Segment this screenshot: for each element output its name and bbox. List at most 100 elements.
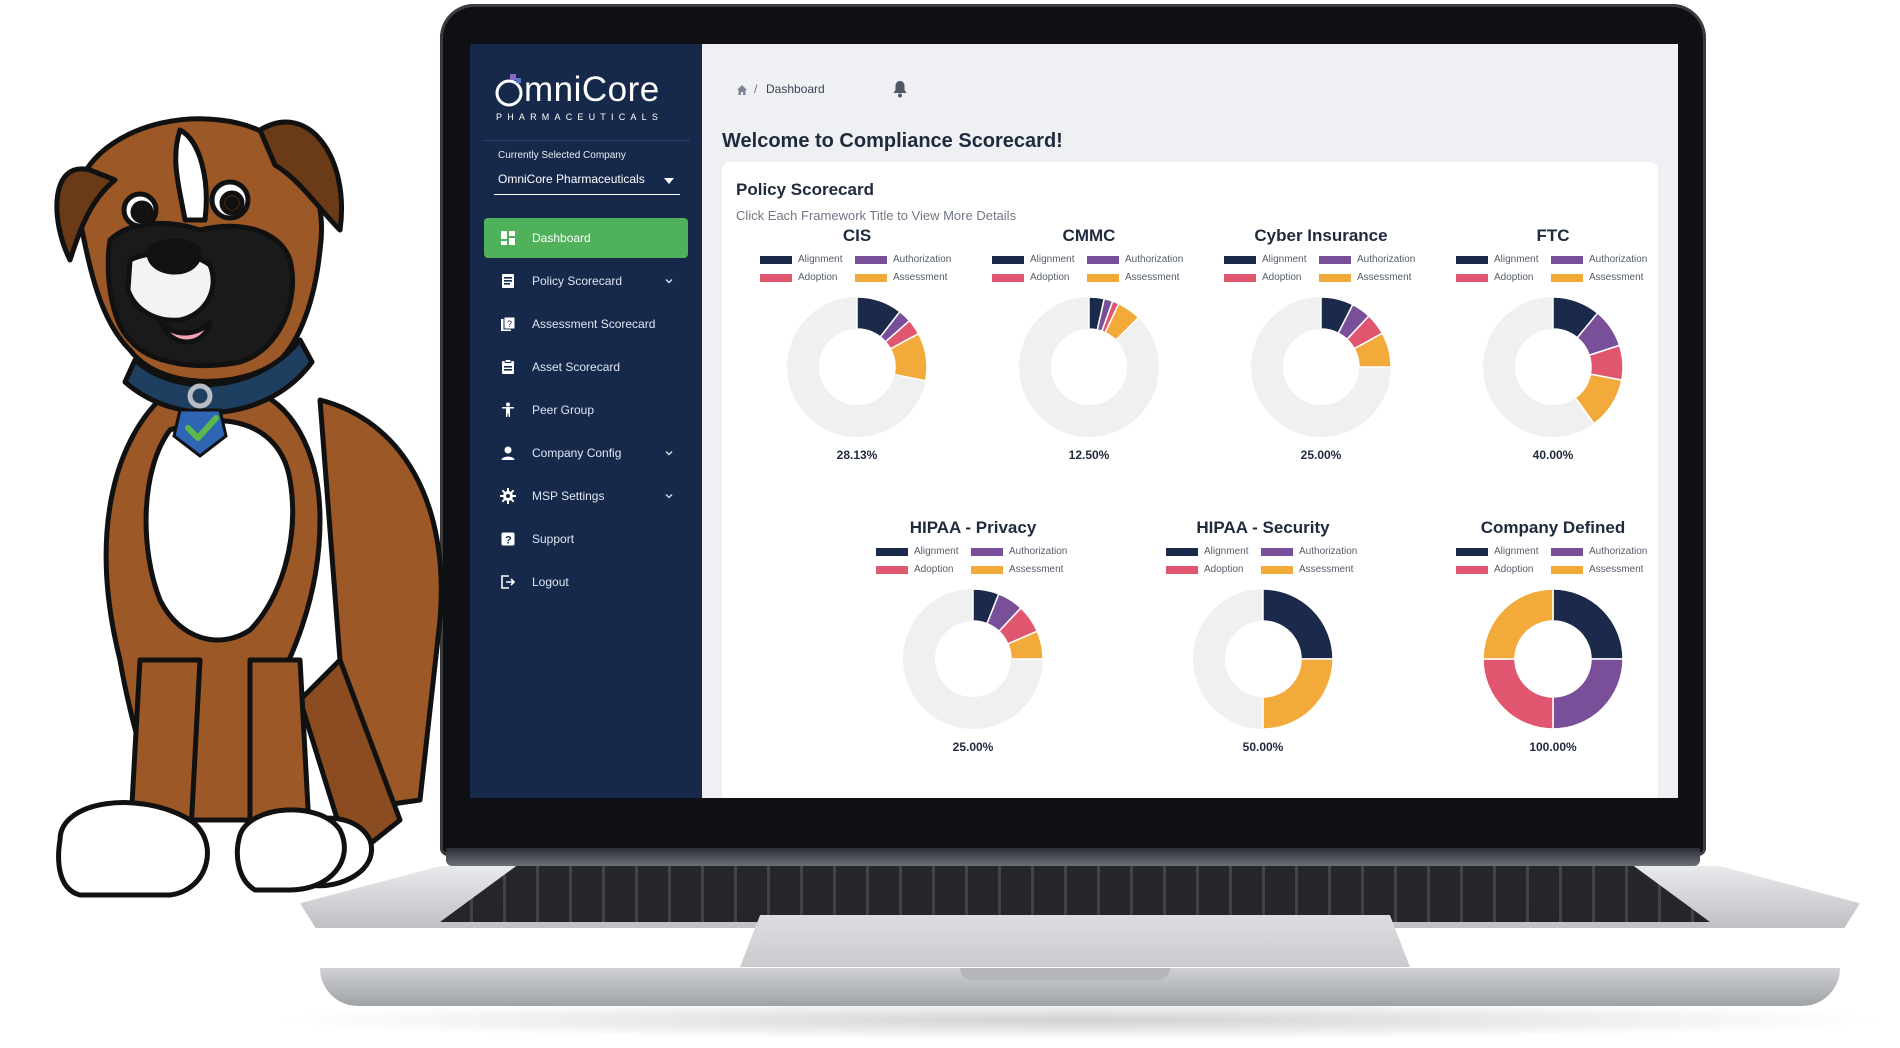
main-content: / Dashboard Welcome to Compliance Scorec… bbox=[702, 44, 1678, 798]
donut-slice-assessment[interactable] bbox=[1574, 373, 1623, 425]
donut-slice-assessment[interactable] bbox=[1482, 588, 1554, 660]
legend-swatch bbox=[1087, 274, 1119, 282]
donut-slice-alignment[interactable] bbox=[1262, 588, 1334, 660]
legend-swatch bbox=[876, 566, 908, 574]
legend-label: Adoption bbox=[1494, 564, 1534, 575]
sidebar-item-assessment-scorecard[interactable]: ? Assessment Scorecard bbox=[484, 304, 688, 344]
framework-title[interactable]: CIS bbox=[842, 226, 872, 245]
legend-swatch bbox=[1261, 566, 1293, 574]
sidebar-item-company-config[interactable]: Company Config bbox=[484, 433, 688, 473]
legend-label: Assessment bbox=[1589, 272, 1644, 283]
laptop-keyboard bbox=[440, 866, 1710, 922]
sidebar-item-label: Peer Group bbox=[532, 403, 595, 417]
bell-icon[interactable] bbox=[892, 80, 908, 98]
donut-slice-assessment[interactable] bbox=[1006, 630, 1044, 660]
sidebar-item-label: Logout bbox=[532, 575, 569, 589]
sidebar-item-dashboard[interactable]: Dashboard bbox=[484, 218, 688, 258]
user-icon bbox=[500, 445, 516, 461]
assessment-icon: ? bbox=[500, 316, 516, 332]
framework-title[interactable]: HIPAA - Security bbox=[1196, 518, 1330, 537]
policy-scorecard-card: Policy Scorecard Click Each Framework Ti… bbox=[722, 162, 1658, 798]
legend-label: Alignment bbox=[914, 546, 959, 557]
caret-down-icon bbox=[664, 178, 674, 184]
framework-title[interactable]: Cyber Insurance bbox=[1254, 226, 1388, 245]
legend-swatch bbox=[1087, 256, 1119, 264]
donut-slice-assessment[interactable] bbox=[1353, 332, 1392, 368]
legend-swatch bbox=[1261, 548, 1293, 556]
person-icon bbox=[500, 402, 516, 418]
donut-chart bbox=[1483, 296, 1624, 437]
chevron-down-icon bbox=[665, 278, 673, 284]
donut-slice-adoption[interactable] bbox=[1482, 658, 1554, 730]
card-title: Policy Scorecard bbox=[736, 180, 874, 199]
framework-chart: HIPAA - Privacy Alignment Authorization Ado… bbox=[858, 518, 1088, 778]
donut-slice-assessment[interactable] bbox=[1104, 302, 1140, 342]
legend-swatch bbox=[1551, 274, 1583, 282]
donut-slice-assessment[interactable] bbox=[1262, 658, 1334, 730]
legend-swatch bbox=[760, 274, 792, 282]
chevron-down-icon bbox=[665, 493, 673, 499]
sidebar-item-label: Policy Scorecard bbox=[532, 274, 623, 288]
legend-label: Assessment bbox=[1009, 564, 1064, 575]
legend-label: Authorization bbox=[1125, 254, 1184, 265]
laptop-notch bbox=[960, 968, 1170, 980]
legend-label: Assessment bbox=[893, 272, 948, 283]
company-label: Currently Selected Company bbox=[498, 150, 626, 161]
laptop-screen: mniCore PHARMACEUTICALS Currently Select… bbox=[470, 44, 1678, 798]
legend-label: Adoption bbox=[914, 564, 954, 575]
sidebar-item-asset-scorecard[interactable]: Asset Scorecard bbox=[484, 347, 688, 387]
top-bar: / Dashboard bbox=[702, 44, 1678, 106]
breadcrumb-current: Dashboard bbox=[766, 82, 825, 96]
donut-slice-alignment[interactable] bbox=[1552, 588, 1624, 660]
sidebar-item-policy-scorecard[interactable]: Policy Scorecard bbox=[484, 261, 688, 301]
legend-label: Alignment bbox=[798, 254, 843, 265]
laptop-hinge bbox=[446, 848, 1700, 866]
legend-swatch bbox=[1551, 566, 1583, 574]
donut-chart bbox=[903, 588, 1044, 729]
legend-label: Assessment bbox=[1125, 272, 1180, 283]
legend-swatch bbox=[1551, 548, 1583, 556]
legend-label: Adoption bbox=[798, 272, 838, 283]
sidebar-item-msp-settings[interactable]: MSP Settings bbox=[484, 476, 688, 516]
legend-swatch bbox=[1224, 274, 1256, 282]
framework-title[interactable]: CMMC bbox=[1062, 226, 1116, 245]
company-select[interactable]: OmniCore Pharmaceuticals bbox=[494, 168, 680, 195]
sidebar-item-label: Support bbox=[532, 532, 575, 546]
legend-swatch bbox=[876, 548, 908, 556]
legend-label: Authorization bbox=[1589, 254, 1648, 265]
legend-swatch bbox=[992, 274, 1024, 282]
sidebar-divider bbox=[484, 140, 690, 141]
donut-slice-assessment[interactable] bbox=[889, 332, 928, 382]
score-percentage: 25.00% bbox=[952, 740, 994, 754]
legend-label: Alignment bbox=[1030, 254, 1075, 265]
legend-label: Alignment bbox=[1262, 254, 1307, 265]
donut-chart bbox=[1193, 588, 1334, 730]
legend-label: Authorization bbox=[893, 254, 952, 265]
sidebar-item-label: Asset Scorecard bbox=[532, 360, 621, 374]
sidebar-item-support[interactable]: ? Support bbox=[484, 519, 688, 559]
framework-chart: Cyber Insurance Alignment Authorization Ado… bbox=[1206, 226, 1436, 486]
legend-label: Alignment bbox=[1204, 546, 1249, 557]
breadcrumb-separator: / bbox=[754, 82, 758, 96]
legend-swatch bbox=[1456, 274, 1488, 282]
sidebar-item-logout[interactable]: Logout bbox=[484, 562, 688, 602]
legend-label: Adoption bbox=[1204, 564, 1244, 575]
page-title: Welcome to Compliance Scorecard! bbox=[722, 130, 1063, 152]
framework-title[interactable]: FTC bbox=[1536, 226, 1570, 245]
legend-label: Adoption bbox=[1030, 272, 1070, 283]
sidebar-item-label: Company Config bbox=[532, 446, 622, 460]
legend-swatch bbox=[1224, 256, 1256, 264]
framework-chart: CMMC Alignment Authorization Adoption Assess… bbox=[974, 226, 1204, 486]
sidebar-item-peer-group[interactable]: Peer Group bbox=[484, 390, 688, 430]
score-percentage: 40.00% bbox=[1532, 448, 1574, 462]
donut-slice-authorization[interactable] bbox=[1552, 658, 1624, 730]
framework-title[interactable]: HIPAA - Privacy bbox=[909, 518, 1037, 537]
home-icon[interactable] bbox=[736, 84, 748, 96]
framework-title[interactable]: Company Defined bbox=[1480, 518, 1626, 537]
card-subtitle: Click Each Framework Title to View More … bbox=[736, 208, 1017, 223]
laptop-trackpad bbox=[740, 915, 1410, 967]
sidebar: mniCore PHARMACEUTICALS Currently Select… bbox=[470, 44, 702, 798]
svg-text:?: ? bbox=[505, 535, 512, 547]
legend-swatch bbox=[855, 256, 887, 264]
